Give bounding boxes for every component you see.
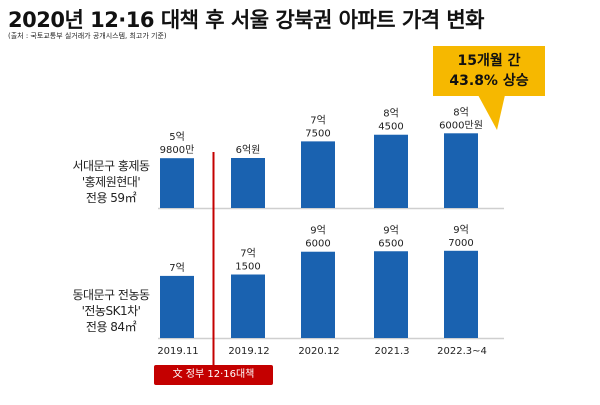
row-label-line: 동대문구 전농동 (72, 288, 150, 302)
data-label: 6000만원 (439, 119, 483, 131)
bar (301, 141, 335, 208)
data-label: 6500 (378, 238, 403, 249)
x-tick-label: 2020.12 (298, 346, 339, 357)
bar (231, 158, 265, 208)
bar (444, 250, 478, 338)
page-title: 2020년 12·16 대책 후 서울 강북권 아파트 가격 변화 (8, 8, 484, 32)
row-label-line: 전용 59㎡ (85, 191, 137, 205)
data-label: 9억 (383, 224, 399, 236)
data-label: 5억 (169, 131, 185, 143)
bar (444, 133, 478, 208)
x-tick-label: 2021.3 (375, 346, 410, 357)
data-label: 9억 (453, 224, 469, 236)
data-label: 1500 (235, 262, 260, 273)
data-label: 7억 (240, 248, 256, 260)
row-label-line: 서대문구 홍제동 (72, 159, 150, 173)
data-label: 4500 (378, 122, 403, 133)
data-label: 7억 (169, 262, 185, 274)
x-tick-label: 2022.3~4 (437, 346, 487, 357)
bar (231, 274, 265, 338)
data-label: 9억 (310, 225, 326, 237)
data-label: 6억원 (236, 144, 261, 156)
data-label: 6000 (305, 239, 330, 250)
data-label: 7500 (305, 128, 330, 139)
bar (301, 251, 335, 338)
data-label: 8억 (383, 108, 399, 120)
callout-line2: 43.8% 상승 (449, 73, 529, 89)
row-label-hongje: 서대문구 홍제동 '홍제원현대' 전용 59㎡ (56, 158, 166, 206)
data-label: 9800만 (160, 144, 195, 156)
bar (160, 158, 194, 208)
source-note: (출처 : 국토교통부 실거래가 공개시스템, 최고가 기준) (8, 32, 167, 40)
x-tick-label: 2019.11 (157, 346, 198, 357)
bar (374, 134, 408, 208)
row-label-line: 전용 84㎡ (85, 320, 137, 334)
data-label: 8억 (453, 106, 469, 118)
callout-line1: 15개월 간 (457, 53, 521, 69)
bar (374, 251, 408, 338)
row-label-line: '전농SK1차' (81, 304, 141, 318)
callout-pointer (478, 95, 505, 130)
row-label-line: '홍제원현대' (81, 175, 141, 189)
bar (160, 275, 194, 338)
row-label-jeonnong: 동대문구 전농동 '전농SK1차' 전용 84㎡ (56, 287, 166, 335)
data-label: 7억 (310, 114, 326, 126)
x-tick-label: 2019.12 (228, 346, 269, 357)
policy-label: 文 정부 12·16대책 (154, 365, 273, 385)
callout-box: 15개월 간 43.8% 상승 (433, 46, 545, 96)
data-label: 7000 (448, 238, 473, 249)
